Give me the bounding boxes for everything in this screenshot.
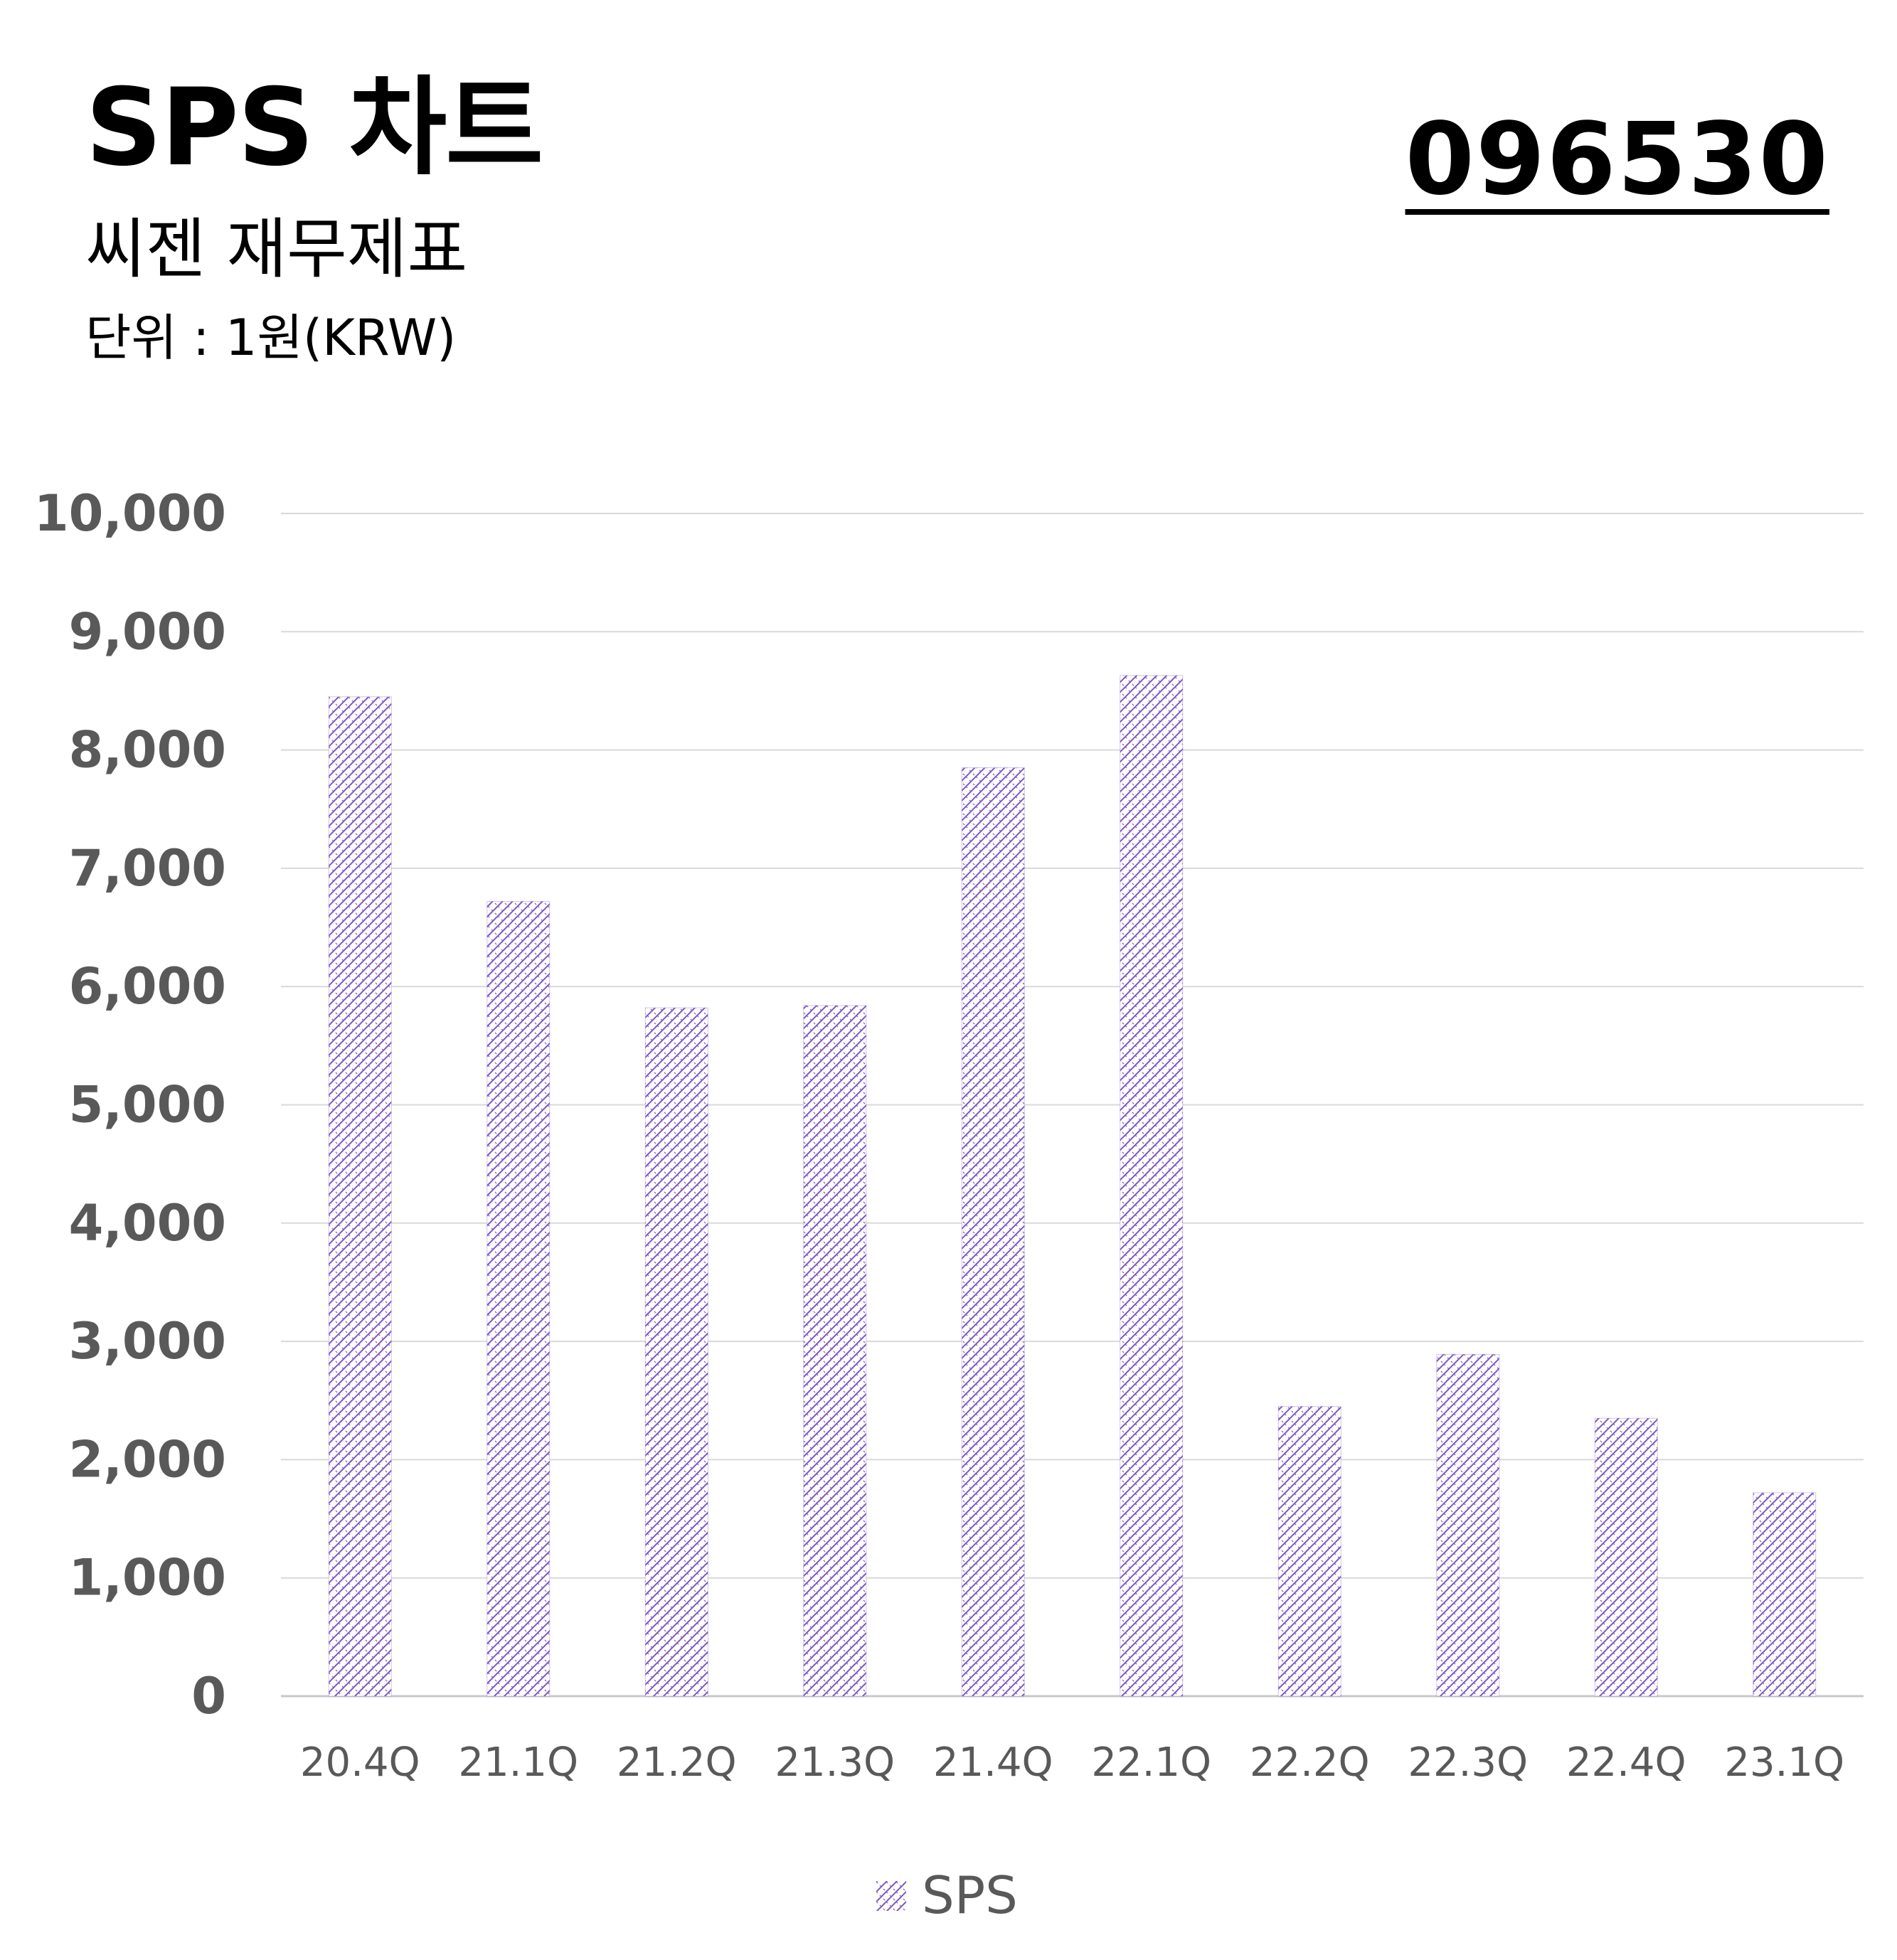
y-tick-label: 7,000 [69,839,226,898]
unit-label: 단위 : 1원(KRW) [85,309,457,367]
bar-22.4Q [1594,1417,1658,1697]
bars [328,675,1817,1697]
bar-21.4Q [961,767,1025,1697]
y-tick-label: 10,000 [34,484,226,543]
x-tick-label: 20.4Q [300,1740,420,1786]
y-tick-label: 2,000 [69,1430,226,1488]
bar-21.3Q [803,1005,867,1697]
y-tick-label: 5,000 [69,1076,226,1134]
y-tick-label: 4,000 [69,1194,226,1252]
stock-code: 096530 [1405,102,1829,218]
bar-22.3Q [1436,1353,1500,1697]
bar-23.1Q [1753,1492,1817,1697]
y-axis-ticks: 0 1,000 2,000 3,000 4,000 5,000 6,000 7,000 8,00… [34,484,226,1725]
y-tick-label: 8,000 [69,721,226,779]
bar-22.2Q [1277,1406,1341,1697]
x-axis-ticks: 20.4Q 21.1Q 21.2Q 21.3Q 21.4Q 22.1Q 22.2Q 22.3Q… [300,1740,1844,1786]
y-tick-label: 9,000 [69,602,226,661]
x-tick-label: 21.3Q [775,1740,895,1786]
x-tick-label: 23.1Q [1724,1740,1844,1786]
y-tick-label: 6,000 [69,957,226,1016]
x-tick-label: 21.1Q [458,1740,578,1786]
x-tick-label: 22.3Q [1408,1740,1528,1786]
bar-21.1Q [487,900,551,1697]
y-tick-label: 1,000 [69,1549,226,1607]
x-tick-label: 22.2Q [1250,1740,1370,1786]
chart-title: SPS 차트 [85,66,543,190]
legend: SPS [876,1865,1018,1925]
bar-22.1Q [1120,675,1184,1697]
x-tick-label: 22.1Q [1091,1740,1211,1786]
x-tick-label: 21.2Q [617,1740,737,1786]
y-tick-label: 0 [191,1667,226,1725]
bar-21.2Q [644,1007,708,1697]
legend-label: SPS [922,1865,1018,1925]
bar-20.4Q [328,696,392,1697]
legend-swatch [876,1881,906,1911]
x-tick-label: 22.4Q [1566,1740,1686,1786]
x-tick-label: 21.4Q [933,1740,1053,1786]
y-tick-label: 3,000 [69,1312,226,1370]
chart-subtitle: 씨젠 재무제표 [85,211,468,287]
